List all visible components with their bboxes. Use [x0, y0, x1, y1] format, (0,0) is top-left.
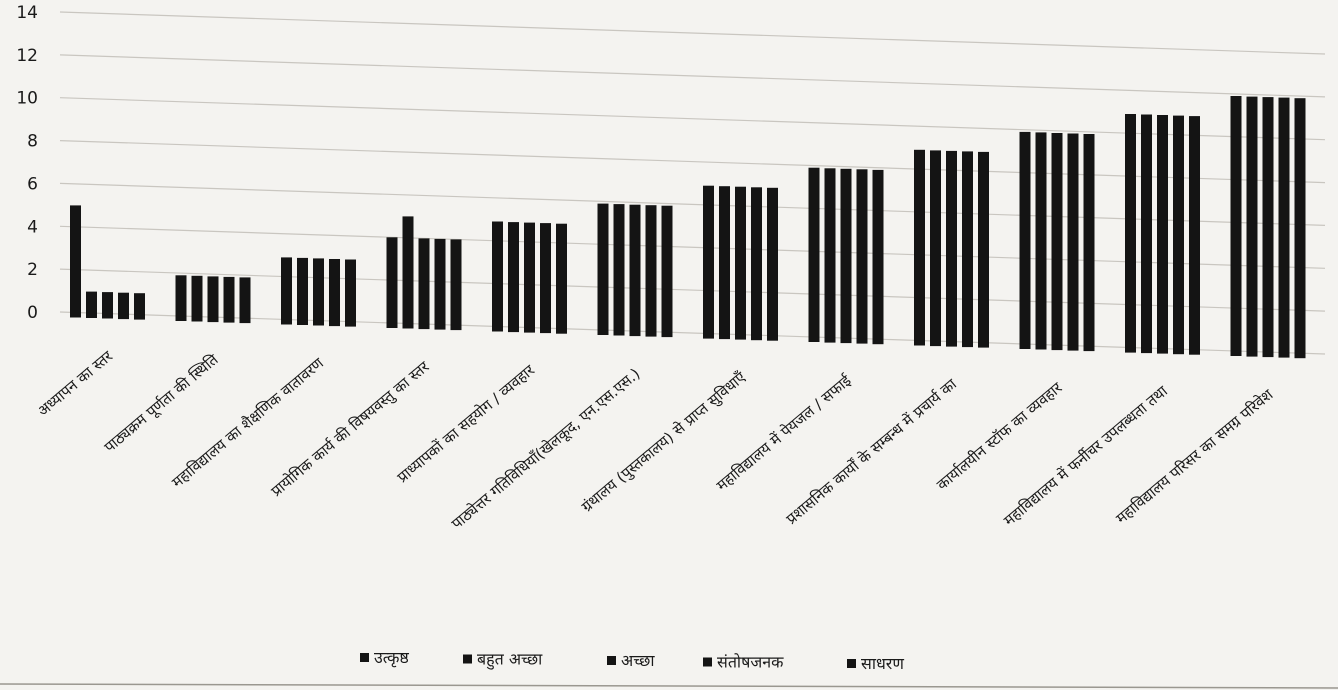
bar [808, 167, 820, 342]
bottom-edge-line [0, 683, 1338, 689]
bar [840, 168, 852, 344]
y-tick-label: 14 [16, 3, 38, 23]
bar [946, 150, 957, 347]
gridline [59, 311, 1326, 355]
bar [524, 222, 535, 333]
x-tick-label: अध्यापन का स्तर [34, 347, 117, 420]
y-axis: 0 2 4 6 8 10 12 14 [16, 3, 38, 323]
bar [540, 223, 551, 334]
bar [508, 222, 519, 333]
bar [645, 205, 657, 337]
bar [281, 257, 292, 325]
bar [1157, 115, 1168, 354]
bar [313, 258, 324, 326]
legend: उत्कृष्ठ बहुत अच्छा अच्छा संतोषजनक साधरण [360, 648, 904, 673]
bar [102, 292, 113, 319]
bar [661, 205, 673, 338]
y-tick-label: 0 [27, 303, 38, 323]
gridline [59, 54, 1326, 98]
bar [703, 185, 714, 339]
y-tick-label: 10 [16, 89, 38, 109]
bar [930, 150, 941, 347]
bar [1262, 97, 1274, 358]
bar [613, 204, 625, 336]
gridline [59, 268, 1326, 312]
bar [1230, 96, 1242, 356]
legend-swatch [847, 659, 856, 668]
bar [70, 205, 81, 318]
bar [1051, 133, 1063, 351]
x-tick-label: प्रशासनिक कार्यों के सम्बन्ध में प्रचार्… [783, 374, 961, 528]
bar [872, 169, 884, 345]
bar [914, 149, 925, 346]
bar [1246, 96, 1258, 357]
bar [735, 186, 746, 340]
bar [1083, 134, 1095, 352]
bar [434, 238, 446, 330]
bar [1278, 97, 1290, 358]
y-tick-label: 4 [27, 217, 38, 237]
bar [629, 204, 641, 337]
gridline [59, 11, 1326, 55]
bar [751, 187, 762, 341]
y-tick-label: 8 [27, 132, 38, 152]
bars [70, 96, 1306, 359]
bar [86, 291, 97, 318]
x-tick-label: पाठ्यक्रम पूर्णता की स्थिति [101, 350, 223, 457]
bar [556, 223, 567, 334]
legend-label: संतोषजनक [717, 653, 784, 672]
bar [134, 293, 145, 320]
x-tick-label: पाठ्येत्तर गतिविधियाँ(खेलकूद, एन.एस.एस.) [448, 365, 644, 534]
bar [345, 259, 356, 327]
legend-swatch [360, 653, 369, 662]
bar [223, 276, 235, 323]
bar [856, 169, 868, 344]
bar [1173, 115, 1184, 355]
legend-swatch [703, 657, 712, 667]
bar [1141, 114, 1152, 354]
bar [597, 203, 609, 335]
bar [1067, 133, 1079, 351]
bar [450, 239, 462, 331]
legend-label: बहुत अच्छा [477, 650, 543, 671]
bar [239, 277, 251, 324]
bar [492, 221, 503, 332]
bar [207, 276, 219, 323]
gridline [59, 182, 1326, 226]
legend-label: साधरण [861, 654, 904, 673]
y-tick-label: 6 [27, 174, 38, 194]
bar [118, 292, 129, 320]
bar [1019, 131, 1031, 349]
bar [978, 151, 989, 348]
bar [175, 275, 187, 321]
grid [0, 11, 1338, 689]
bar [719, 186, 730, 340]
bar [386, 237, 398, 328]
bar [418, 238, 430, 330]
x-axis: अध्यापन का स्तरपाठ्यक्रम पूर्णता की स्थि… [34, 347, 1277, 534]
bar [1294, 98, 1306, 359]
y-tick-label: 12 [16, 46, 38, 66]
legend-label: उत्कृष्ठ [374, 648, 409, 668]
bar [329, 259, 340, 327]
bar [402, 216, 414, 329]
bar [767, 187, 778, 341]
bar [1189, 116, 1200, 355]
gridline [59, 225, 1326, 269]
bar [1035, 132, 1047, 350]
legend-swatch [607, 656, 616, 665]
gridline [59, 97, 1326, 141]
y-tick-label: 2 [27, 260, 38, 280]
bar [191, 275, 203, 322]
legend-label: अच्छा [621, 651, 655, 670]
bar [1125, 114, 1136, 353]
bar [824, 168, 836, 343]
bar [962, 151, 973, 348]
bar [297, 257, 308, 325]
gridline [59, 140, 1326, 184]
legend-swatch [463, 654, 472, 664]
